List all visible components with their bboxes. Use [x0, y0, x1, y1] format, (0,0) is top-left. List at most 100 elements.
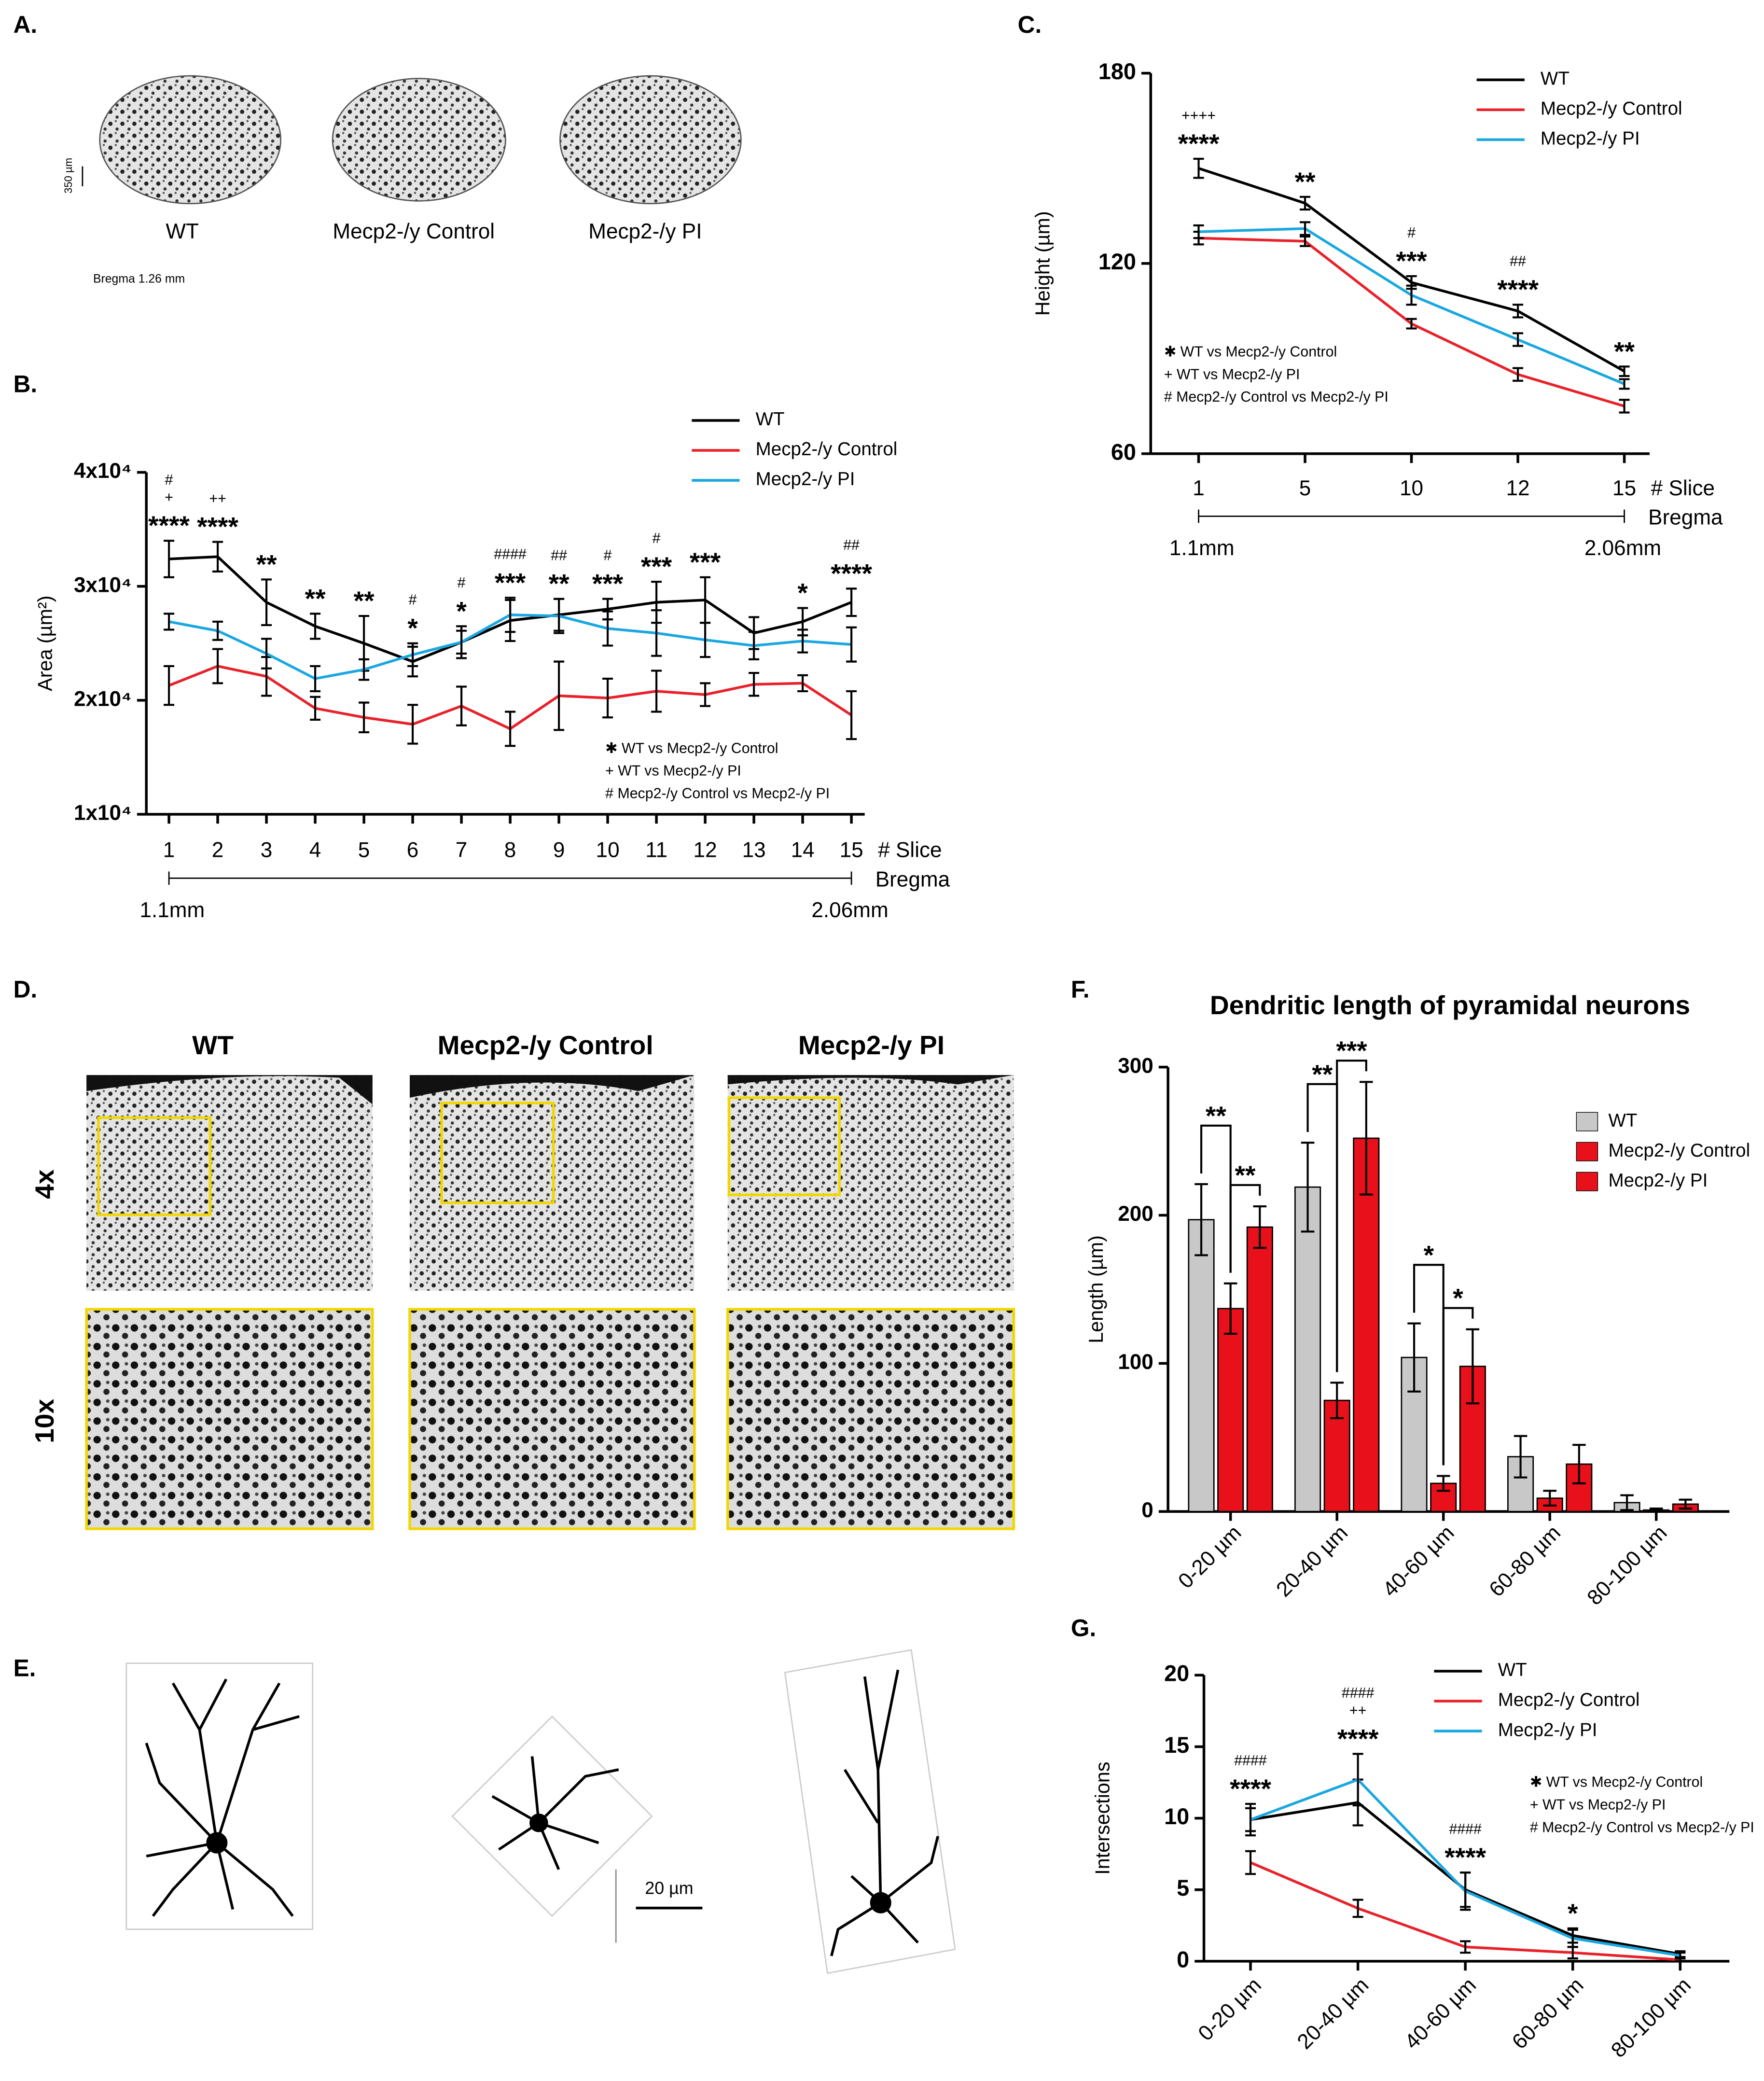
x-tick-label: 14 — [791, 838, 815, 862]
brain-slice — [99, 75, 281, 205]
inset-box — [440, 1102, 555, 1204]
significance: * — [407, 613, 418, 643]
significance: ** — [549, 569, 569, 599]
y-tick-label: 2x10⁴ — [74, 687, 132, 711]
error-bar — [505, 711, 516, 747]
legend-label: Mecp2-/y PI — [1608, 1170, 1708, 1191]
scale-label: 350 µm — [62, 158, 74, 194]
error-bar — [164, 613, 175, 631]
neuron-tracings — [125, 1649, 956, 1974]
x-tick-label: 13 — [742, 838, 766, 862]
chart-title: Dendritic length of pyramidal neurons — [1210, 990, 1690, 1020]
error-bar — [1406, 318, 1417, 330]
error-bar — [407, 704, 418, 745]
error-bar — [1460, 1940, 1471, 1954]
significance: * — [1568, 1898, 1578, 1928]
x-axis-label: # Slice — [878, 838, 942, 862]
error-bar — [1567, 1928, 1578, 1948]
legend-label: Mecp2-/y PI — [1541, 128, 1640, 149]
significance: * — [456, 596, 467, 626]
error-bar — [1300, 196, 1311, 211]
error-bar — [1572, 1444, 1586, 1485]
x-tick-label: 0-20 µm — [1194, 1973, 1266, 2046]
y-tick-label: 4x10⁴ — [74, 459, 132, 483]
bracket — [1336, 1060, 1367, 1372]
error-bar — [797, 628, 808, 654]
significance: *** — [495, 567, 526, 597]
error-bar — [1352, 1899, 1363, 1918]
error-bar — [359, 658, 370, 681]
y-tick-label: 0 — [1177, 1947, 1189, 1972]
panel-label: E. — [14, 1654, 36, 1681]
x-tick-label: 60-80 µm — [1485, 1521, 1565, 1602]
y-tick-label: 60 — [1111, 439, 1136, 464]
significance: ## — [551, 547, 567, 563]
y-tick-label: 180 — [1098, 59, 1136, 84]
brain-slice — [559, 75, 742, 205]
soma — [529, 1813, 548, 1832]
error-bar — [1406, 284, 1417, 306]
error-bar — [310, 613, 321, 640]
error-bar — [1436, 1475, 1450, 1492]
error-bar — [1513, 304, 1524, 319]
range-end: 2.06mm — [1584, 536, 1661, 560]
error-bar — [1301, 1142, 1315, 1233]
legend-label: Mecp2-/y Control — [1608, 1140, 1750, 1161]
frame — [784, 1649, 956, 1974]
legend-swatch — [1576, 1142, 1598, 1161]
legend-label: Mecp2-/y Control — [1541, 98, 1682, 119]
row-label: 10x — [29, 1399, 59, 1443]
legend-swatch — [1576, 1172, 1598, 1191]
error-bar — [1195, 1183, 1208, 1257]
error-bar — [1513, 367, 1524, 382]
significance: ++ — [1349, 1703, 1366, 1718]
image-10x — [726, 1308, 1015, 1530]
key-label: + WT vs Mecp2-/y PI — [1164, 366, 1300, 382]
x-tick-label: 6 — [407, 838, 419, 862]
error-bar — [700, 682, 711, 707]
x-tick-label: 10 — [1400, 476, 1423, 500]
x-tick-label: 20-40 µm — [1272, 1521, 1352, 1602]
significance: # — [604, 547, 612, 563]
significance: ** — [256, 549, 277, 579]
image-label: WT — [166, 220, 199, 243]
y-tick-label: 15 — [1164, 1732, 1189, 1758]
x-tick-label: 40-60 µm — [1400, 1973, 1481, 2054]
error-bar — [1193, 157, 1204, 179]
legend-label: WT — [1498, 1660, 1527, 1680]
significance: # — [165, 472, 173, 488]
legend-label: Mecp2-/y PI — [1498, 1719, 1597, 1740]
error-bar — [1352, 1753, 1363, 1806]
significance: ** — [1206, 1101, 1226, 1131]
x-tick-label: 40-60 µm — [1378, 1521, 1459, 1602]
row-label: 4x — [29, 1169, 59, 1199]
error-bar — [456, 685, 467, 726]
image-10x — [408, 1308, 696, 1530]
error-bar — [1407, 1322, 1421, 1393]
note: Bregma 1.26 mm — [93, 272, 185, 285]
error-bar — [1620, 1494, 1634, 1511]
x-tick-label: 3 — [261, 838, 273, 862]
error-bar — [602, 610, 613, 647]
significance: + — [165, 489, 173, 505]
image-4x — [86, 1075, 373, 1291]
error-bar — [846, 587, 857, 617]
significance: #### — [494, 546, 527, 562]
error-bar — [261, 638, 272, 670]
bar — [1188, 1219, 1215, 1512]
error-bar — [456, 629, 467, 655]
soma — [206, 1832, 228, 1854]
y-axis-label: Intersections — [1092, 1761, 1114, 1874]
image-4x — [727, 1075, 1014, 1291]
error-bar — [1245, 1850, 1256, 1875]
key-label: ✱ WT vs Mecp2-/y Control — [1164, 344, 1337, 360]
key-label: # Mecp2-/y Control vs Mecp2-/y PI — [605, 786, 830, 802]
x-tick-label: 12 — [694, 838, 717, 862]
error-bar — [554, 598, 565, 634]
column-label: Mecp2-/y Control — [438, 1030, 653, 1060]
error-bar — [797, 674, 808, 692]
error-bar — [164, 665, 175, 706]
legend-label: WT — [1608, 1110, 1637, 1131]
x-tick-label: 60-80 µm — [1508, 1973, 1588, 2054]
